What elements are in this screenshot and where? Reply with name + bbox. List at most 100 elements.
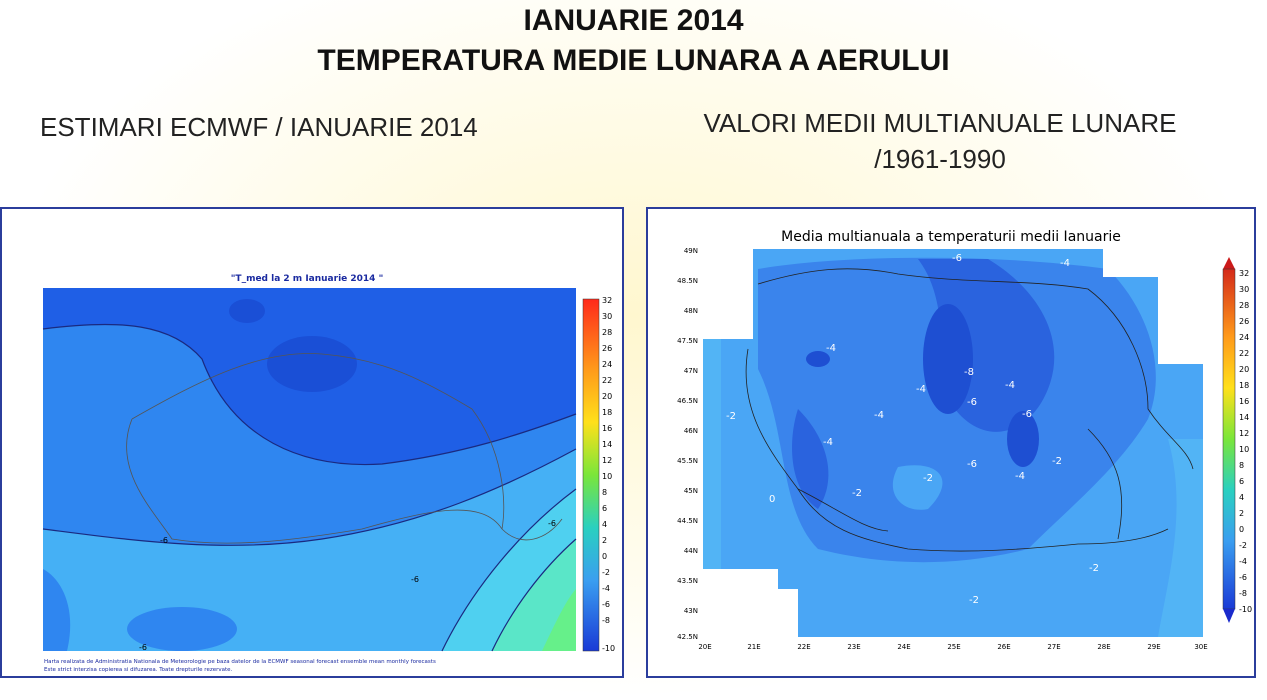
page-title-line2: TEMPERATURA MEDIE LUNARA A AERULUI (317, 44, 950, 77)
x-tick: 21E (747, 643, 760, 651)
right-subtitle-line2: /1961-1990 (874, 144, 1006, 174)
colorbar-tick: 14 (602, 440, 612, 449)
climatology-map-title: Media multianuala a temperaturii medii I… (781, 229, 1121, 245)
colorbar-tick: 12 (1239, 429, 1249, 438)
y-tick: 44.5N (677, 517, 698, 525)
colorbar-tick: 30 (1239, 285, 1249, 294)
colorbar-tick: 0 (602, 552, 607, 561)
x-tick: 22E (797, 643, 810, 651)
contour-label: -4 (1005, 380, 1015, 391)
climatology-borders (745, 268, 1194, 552)
colorbar-tick: 24 (1239, 333, 1249, 342)
colorbar-tick: 28 (1239, 301, 1249, 310)
colorbar-tick: -2 (602, 568, 610, 577)
climatology-colorbar (1222, 268, 1236, 610)
contour-label: -6 (967, 459, 977, 470)
colorbar-tick: -4 (1239, 557, 1247, 566)
colorbar-tick: 20 (602, 392, 612, 401)
x-tick: 28E (1097, 643, 1110, 651)
ecmwf-colorbar-ticks: 32 30 28 26 24 22 20 18 16 14 12 10 8 6 … (602, 296, 615, 653)
contour-label: -6 (160, 536, 168, 545)
colorbar-tick: -6 (602, 600, 610, 609)
colorbar-tick: 16 (602, 424, 612, 433)
ecmwf-footer-line1: Harta realizata de Administratia Nationa… (44, 659, 436, 665)
colorbar-bottom-arrow (1223, 609, 1235, 623)
colorbar-tick: -10 (1239, 605, 1252, 614)
x-tick: 23E (847, 643, 860, 651)
colorbar-tick: 26 (1239, 317, 1249, 326)
colorbar-tick: 2 (1239, 509, 1244, 518)
colorbar-tick: 4 (602, 520, 607, 529)
y-tick: 42.5N (677, 633, 698, 641)
ecmwf-borders (126, 353, 563, 544)
ecmwf-map-title: "T_med la 2 m Ianuarie 2014 " (231, 274, 384, 284)
colorbar-tick: -6 (1239, 573, 1247, 582)
contour-label: -6 (1022, 409, 1032, 420)
page-title-line1: IANUARIE 2014 (523, 4, 744, 37)
ecmwf-colorbar (582, 298, 600, 652)
contour-label: -4 (1015, 471, 1025, 482)
contour-label: -8 (964, 367, 974, 378)
colorbar-tick: 14 (1239, 413, 1249, 422)
climatology-map-panel: Media multianuala a temperaturii medii I… (646, 207, 1256, 678)
colorbar-tick: 4 (1239, 493, 1244, 502)
colorbar-tick: 32 (602, 296, 612, 305)
right-subtitle-line1: VALORI MEDII MULTIANUALE LUNARE (703, 108, 1177, 138)
left-subtitle: ESTIMARI ECMWF / IANUARIE 2014 (40, 112, 478, 142)
colorbar-tick: 30 (602, 312, 612, 321)
x-tick: 24E (897, 643, 910, 651)
contour-label: -6 (411, 575, 419, 584)
colorbar-tick: -8 (1239, 589, 1247, 598)
ecmwf-map: "T_med la 2 m Ianuarie 2014 " -6 - (42, 274, 615, 698)
climatology-contour-labels: -6 -4 -4 -2 -4 -8 -4 -4 -6 -6 -4 -6 -2 -… (726, 253, 1099, 606)
contour-label: -6 (548, 519, 556, 528)
colorbar-tick: 18 (1239, 381, 1249, 390)
colorbar-tick: 6 (1239, 477, 1244, 486)
contour-label: 0 (769, 494, 775, 505)
contour-label: -2 (923, 473, 933, 484)
colorbar-tick: 20 (1239, 365, 1249, 374)
ecmwf-map-panel: "T_med la 2 m Ianuarie 2014 " -6 - (0, 207, 624, 698)
y-tick: 46N (684, 427, 698, 435)
y-tick: 48.5N (677, 277, 698, 285)
y-tick: 48N (684, 307, 698, 315)
x-tick: 30E (1194, 643, 1207, 651)
y-tick: 44N (684, 547, 698, 555)
colorbar-tick: -10 (602, 644, 615, 653)
climatology-x-axis: 20E 21E 22E 23E 24E 25E 26E 27E 28E 29E … (698, 643, 1207, 651)
y-tick: 45N (684, 487, 698, 495)
colorbar-tick: -4 (602, 584, 610, 593)
colorbar-tick: 26 (602, 344, 612, 353)
contour-label: -4 (1060, 258, 1070, 269)
contour-label: -4 (823, 437, 833, 448)
x-tick: 29E (1147, 643, 1160, 651)
contour-label: -2 (726, 411, 736, 422)
climatology-map-field (703, 249, 1203, 637)
colorbar-tick: 2 (602, 536, 607, 545)
colorbar-tick: 8 (602, 488, 607, 497)
y-tick: 46.5N (677, 397, 698, 405)
contour-label: -2 (1089, 563, 1099, 574)
climatology-colorbar-ticks: 32 30 28 26 24 22 20 18 16 14 12 10 8 6 … (1239, 269, 1252, 614)
colorbar-tick: -2 (1239, 541, 1247, 550)
contour-label: -4 (826, 343, 836, 354)
x-tick: 27E (1047, 643, 1060, 651)
contour-label: -6 (952, 253, 962, 264)
contour-label: -4 (874, 410, 884, 421)
colorbar-tick: 28 (602, 328, 612, 337)
colorbar-tick: 0 (1239, 525, 1244, 534)
contour-label: -2 (852, 488, 862, 499)
contour-label: -6 (967, 397, 977, 408)
colorbar-tick: 6 (602, 504, 607, 513)
y-tick: 43N (684, 607, 698, 615)
y-tick: 45.5N (677, 457, 698, 465)
colorbar-tick: 10 (1239, 445, 1249, 454)
colorbar-tick: 22 (1239, 349, 1249, 358)
contour-label: -2 (1052, 456, 1062, 467)
colorbar-tick: 12 (602, 456, 612, 465)
climatology-y-axis: 49N 48.5N 48N 47.5N 47N 46.5N 46N 45.5N … (677, 247, 698, 641)
y-tick: 47N (684, 367, 698, 375)
x-tick: 26E (997, 643, 1010, 651)
y-tick: 47.5N (677, 337, 698, 345)
contour-label: -6 (139, 643, 147, 652)
